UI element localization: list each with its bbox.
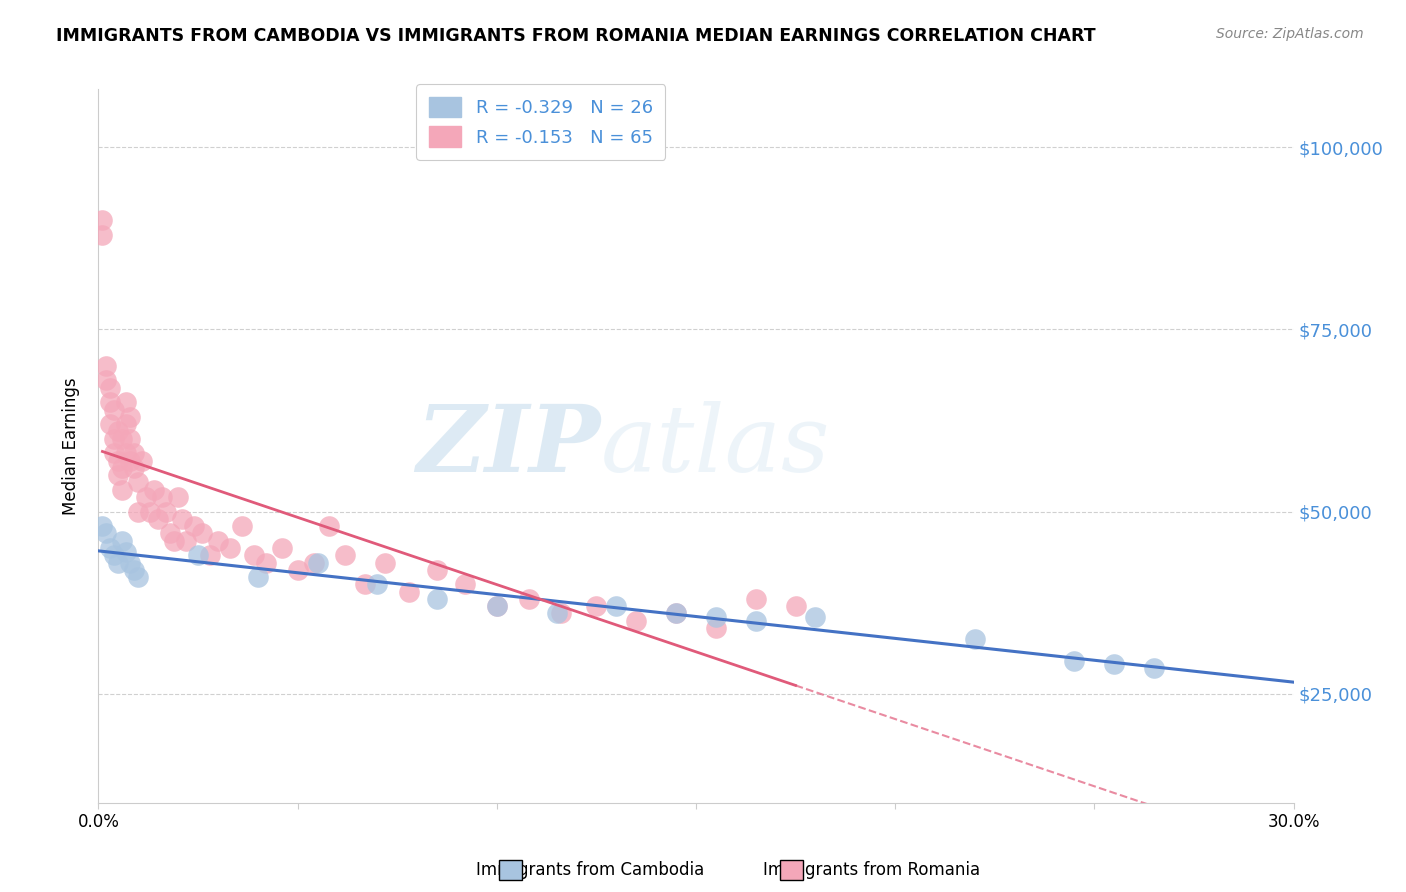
Text: Immigrants from Romania: Immigrants from Romania [763,861,980,879]
Point [103,548,125,562]
Point [191,526,214,541]
Point [91,519,114,533]
Point [98,541,122,555]
Point [270,541,292,555]
Point [103,402,125,417]
Point [307,556,329,570]
Point [107,556,129,570]
Point [127,504,149,518]
Point [585,599,607,614]
Point [485,599,508,614]
Point [354,577,377,591]
Point [131,453,153,467]
Point [98,395,122,409]
Point [318,519,340,533]
Point [219,541,242,555]
Point [91,213,114,227]
Point [107,425,129,439]
Point [139,504,162,518]
Point [103,446,125,460]
Point [485,599,508,614]
Point [115,544,138,558]
Text: Immigrants from Cambodia: Immigrants from Cambodia [477,861,704,879]
Point [198,548,221,562]
Point [398,584,420,599]
Point [111,483,134,497]
Point [1143,661,1166,675]
Point [785,599,807,614]
Point [302,556,325,570]
Point [163,533,186,548]
Point [665,607,688,621]
Point [1063,654,1085,668]
Point [366,577,388,591]
Point [243,548,266,562]
Point [96,374,118,388]
Point [550,607,572,621]
Point [115,395,138,409]
Point [124,460,146,475]
Point [517,591,540,606]
Point [115,446,138,460]
Point [1104,657,1126,672]
Text: atlas: atlas [600,401,830,491]
Point [124,446,146,460]
Point [704,621,727,635]
Point [374,556,396,570]
Point [150,490,173,504]
Point [605,599,627,614]
Point [148,512,170,526]
Point [124,563,146,577]
Point [120,409,142,424]
Point [167,490,190,504]
Point [120,556,142,570]
Point [107,453,129,467]
Point [665,607,688,621]
Point [804,610,827,624]
Point [96,526,118,541]
Point [254,556,277,570]
Legend: R = -0.329   N = 26, R = -0.153   N = 65: R = -0.329 N = 26, R = -0.153 N = 65 [416,84,665,160]
Point [287,563,309,577]
Point [111,432,134,446]
Point [626,614,648,628]
Point [207,533,229,548]
Point [98,417,122,432]
Point [426,591,449,606]
Point [454,577,477,591]
Point [96,359,118,373]
Point [103,432,125,446]
Point [120,432,142,446]
Point [111,460,134,475]
Point [745,614,768,628]
Point [704,610,727,624]
Point [745,591,768,606]
Point [172,512,194,526]
Point [155,504,177,518]
Point [143,483,166,497]
Point [98,381,122,395]
Point [120,453,142,467]
Text: IMMIGRANTS FROM CAMBODIA VS IMMIGRANTS FROM ROMANIA MEDIAN EARNINGS CORRELATION : IMMIGRANTS FROM CAMBODIA VS IMMIGRANTS F… [56,27,1095,45]
Point [159,526,181,541]
Point [546,607,568,621]
Point [91,227,114,242]
Point [127,570,149,584]
Point [231,519,253,533]
Text: Source: ZipAtlas.com: Source: ZipAtlas.com [1216,27,1364,41]
Point [111,533,134,548]
Point [183,519,205,533]
Y-axis label: Median Earnings: Median Earnings [62,377,80,515]
Point [963,632,986,646]
Point [135,490,157,504]
Point [127,475,149,490]
Point [107,468,129,483]
Text: ZIP: ZIP [416,401,600,491]
Point [187,548,209,562]
Point [115,417,138,432]
Point [426,563,449,577]
Point [174,533,197,548]
Point [335,548,357,562]
Point [246,570,269,584]
